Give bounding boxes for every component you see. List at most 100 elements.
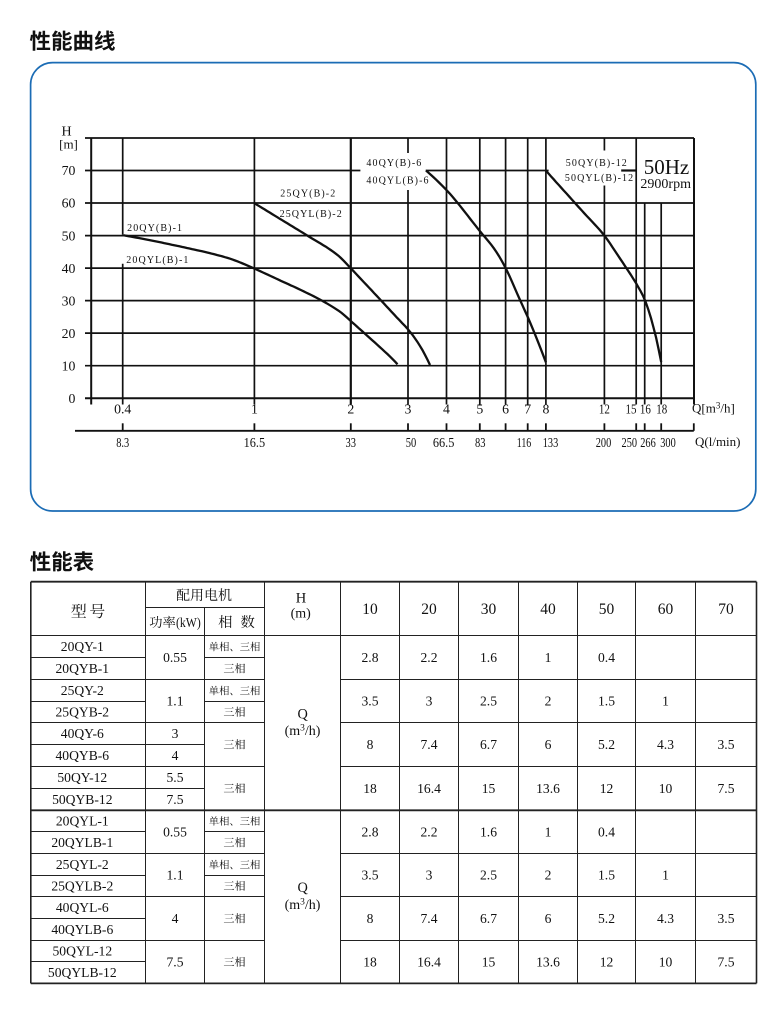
svg-text:6: 6 [545, 737, 552, 752]
svg-text:20: 20 [421, 601, 437, 618]
svg-text:60: 60 [658, 601, 674, 618]
svg-text:1: 1 [662, 694, 669, 709]
svg-text:25QY-2: 25QY-2 [61, 683, 104, 698]
svg-text:[m]: [m] [59, 137, 78, 152]
svg-text:7.4: 7.4 [421, 737, 438, 752]
svg-text:40QYL(B)-6: 40QYL(B)-6 [366, 175, 429, 186]
svg-text:18: 18 [363, 781, 377, 796]
svg-text:Q: Q [298, 880, 309, 896]
svg-text:Q(l/min): Q(l/min) [695, 434, 741, 449]
svg-text:10: 10 [62, 358, 76, 373]
svg-text:8: 8 [542, 402, 549, 417]
svg-text:12: 12 [599, 402, 610, 417]
svg-text:50QYB-12: 50QYB-12 [52, 792, 113, 807]
svg-text:H: H [61, 124, 71, 139]
svg-text:40QYLB-6: 40QYLB-6 [51, 922, 113, 937]
svg-text:3: 3 [405, 402, 412, 417]
svg-text:12: 12 [600, 955, 614, 970]
svg-text:18: 18 [363, 955, 377, 970]
svg-text:H: H [296, 590, 307, 606]
svg-text:6: 6 [502, 402, 509, 417]
svg-text:4.3: 4.3 [657, 911, 674, 926]
svg-text:13.6: 13.6 [536, 781, 560, 796]
svg-text:116: 116 [517, 435, 532, 450]
svg-text:10: 10 [659, 955, 673, 970]
svg-text:50QY-12: 50QY-12 [57, 770, 107, 785]
svg-text:1.6: 1.6 [480, 825, 497, 840]
svg-text:0: 0 [68, 391, 75, 406]
svg-text:7: 7 [524, 402, 531, 417]
svg-text:0.4: 0.4 [598, 825, 615, 840]
svg-text:7.4: 7.4 [421, 911, 438, 926]
svg-text:3.5: 3.5 [362, 868, 379, 883]
svg-text:25QYL(B)-2: 25QYL(B)-2 [280, 209, 343, 220]
svg-text:16: 16 [640, 402, 651, 417]
svg-text:2: 2 [347, 402, 354, 417]
svg-text:50: 50 [406, 435, 417, 450]
svg-text:40: 40 [62, 261, 76, 276]
svg-text:20QY-1: 20QY-1 [61, 639, 104, 654]
svg-text:83: 83 [475, 435, 486, 450]
svg-text:2: 2 [545, 694, 552, 709]
svg-text:2.2: 2.2 [421, 650, 438, 665]
svg-text:20QYB-1: 20QYB-1 [55, 661, 109, 676]
svg-text:8: 8 [367, 737, 374, 752]
svg-text:300: 300 [660, 435, 676, 450]
svg-text:200: 200 [596, 435, 612, 450]
svg-text:7.5: 7.5 [167, 955, 184, 970]
svg-text:4: 4 [172, 748, 179, 763]
svg-text:3.5: 3.5 [718, 911, 735, 926]
svg-text:50: 50 [62, 228, 76, 243]
svg-text:1: 1 [545, 825, 552, 840]
svg-text:25QY(B)-2: 25QY(B)-2 [280, 189, 336, 200]
svg-text:8: 8 [367, 911, 374, 926]
svg-text:40QY(B)-6: 40QY(B)-6 [366, 158, 422, 169]
svg-text:18: 18 [656, 402, 667, 417]
svg-text:70: 70 [718, 601, 734, 618]
svg-text:20QYLB-1: 20QYLB-1 [51, 835, 113, 850]
svg-text:50QYL-12: 50QYL-12 [52, 944, 112, 959]
svg-text:(kW): (kW) [176, 615, 201, 630]
svg-text:266: 266 [640, 435, 656, 450]
svg-text:1: 1 [662, 868, 669, 883]
svg-text:1.5: 1.5 [598, 868, 615, 883]
svg-text:10: 10 [659, 781, 673, 796]
svg-text:7.5: 7.5 [167, 792, 184, 807]
svg-text:2900rpm: 2900rpm [640, 177, 691, 192]
svg-text:20QYL-1: 20QYL-1 [56, 814, 109, 829]
svg-text:40QYL-6: 40QYL-6 [56, 900, 109, 915]
svg-text:Q: Q [298, 706, 309, 722]
svg-text:15: 15 [626, 402, 637, 417]
svg-text:5.2: 5.2 [598, 911, 615, 926]
svg-text:20: 20 [62, 326, 76, 341]
svg-text:7.5: 7.5 [718, 781, 735, 796]
svg-text:133: 133 [543, 435, 559, 450]
svg-text:1.1: 1.1 [167, 868, 184, 883]
svg-text:3: 3 [172, 726, 179, 741]
svg-text:25QYLB-2: 25QYLB-2 [51, 879, 113, 894]
svg-text:Q[m3/h]: Q[m3/h] [692, 401, 735, 416]
svg-text:50QYL(B)-12: 50QYL(B)-12 [565, 173, 634, 184]
svg-text:30: 30 [62, 293, 76, 308]
svg-text:50Hz: 50Hz [644, 155, 690, 179]
svg-text:40QYB-6: 40QYB-6 [55, 748, 109, 763]
svg-text:1.1: 1.1 [167, 694, 184, 709]
svg-text:25QYB-2: 25QYB-2 [55, 705, 109, 720]
svg-text:3.5: 3.5 [362, 694, 379, 709]
svg-text:4: 4 [443, 402, 450, 417]
svg-text:20QY(B)-1: 20QY(B)-1 [127, 223, 183, 234]
svg-text:66.5: 66.5 [433, 435, 455, 450]
svg-text:10: 10 [362, 601, 378, 618]
svg-text:5.5: 5.5 [167, 770, 184, 785]
svg-text:25QYL-2: 25QYL-2 [56, 857, 109, 872]
svg-text:5.2: 5.2 [598, 737, 615, 752]
svg-text:3: 3 [426, 868, 433, 883]
svg-text:2.5: 2.5 [480, 868, 497, 883]
svg-text:50QYLB-12: 50QYLB-12 [48, 965, 117, 980]
svg-text:4.3: 4.3 [657, 737, 674, 752]
svg-text:1: 1 [545, 650, 552, 665]
svg-text:12: 12 [600, 781, 614, 796]
svg-text:4: 4 [172, 911, 179, 926]
svg-text:16.4: 16.4 [417, 781, 441, 796]
svg-text:0.55: 0.55 [163, 650, 187, 665]
